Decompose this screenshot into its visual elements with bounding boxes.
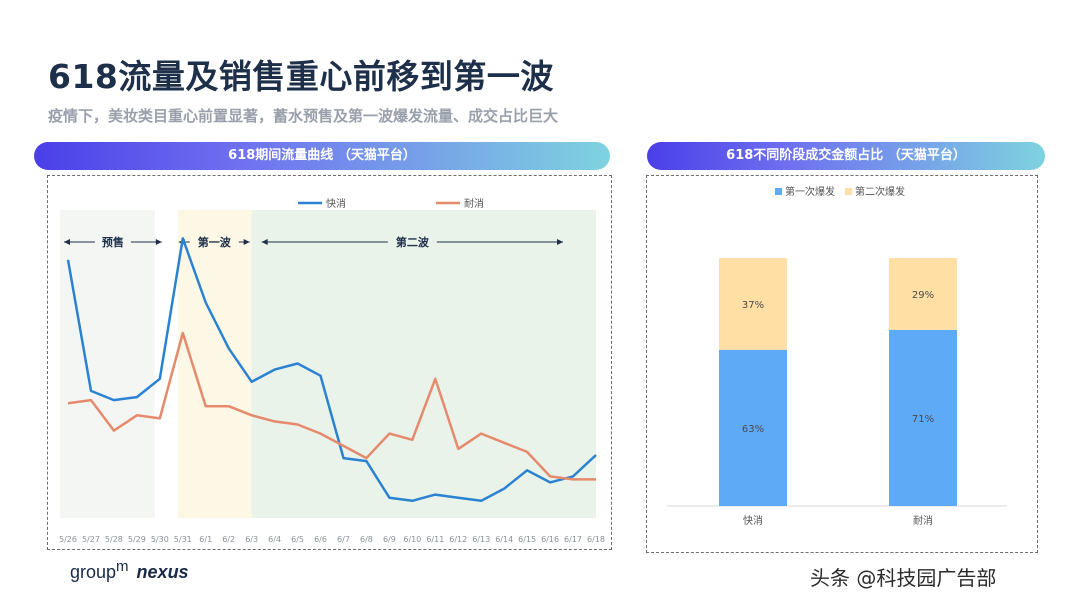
- series-line-1: [67, 331, 596, 481]
- x-tick-label: 6/14: [495, 535, 513, 544]
- bar-segment: [719, 258, 787, 350]
- x-tick-label: 6/6: [314, 535, 327, 544]
- phase-label-1: 第一波: [198, 235, 232, 249]
- watermark-text: 头条 @科技园广告部: [810, 566, 997, 590]
- x-tick-label: 5/26: [59, 535, 77, 544]
- x-tick-label: 5/29: [128, 535, 146, 544]
- bar-segment: [889, 329, 957, 506]
- x-category-label: 快消: [743, 514, 763, 527]
- phase-arrowhead-right-1: [243, 239, 250, 245]
- traffic-chart-banner: 618期间流量曲线 （天猫平台）: [34, 142, 610, 170]
- x-tick-label: 6/15: [518, 535, 536, 544]
- phase-background-2: [251, 210, 597, 518]
- x-tick-label: 6/13: [472, 535, 490, 544]
- bar-data-label: 29%: [912, 290, 934, 301]
- logo-text-m: m: [116, 558, 129, 575]
- x-tick-label: 6/3: [245, 535, 258, 544]
- bar-segment: [719, 349, 787, 506]
- x-tick-label: 6/11: [426, 535, 444, 544]
- x-tick-label: 5/31: [174, 535, 192, 544]
- x-tick-label: 6/2: [222, 535, 235, 544]
- legend-label-1: 第二次爆发: [855, 185, 905, 198]
- phase-background-0: [60, 210, 155, 518]
- x-tick-label: 6/17: [564, 535, 582, 544]
- series-line-0: [66, 237, 597, 503]
- phase-arrowhead-left-0: [64, 239, 70, 245]
- x-tick-label: 6/9: [383, 535, 396, 544]
- groupm-nexus-logo: groupm nexus: [70, 558, 189, 583]
- x-tick-label: 6/4: [268, 535, 281, 544]
- legend-swatch-0: [775, 188, 782, 195]
- x-tick-label: 6/7: [337, 535, 350, 544]
- traffic-chart-panel: 预售 第一波 第二波 快消 耐消 5/26 5/27 5/28 5/29 5/30 5/31 6/1 6…: [47, 175, 612, 550]
- x-tick-label: 5/28: [105, 535, 123, 544]
- page-title: 618流量及销售重心前移到第一波: [48, 57, 554, 96]
- x-tick-label: 6/18: [587, 535, 605, 544]
- sales-share-chart-panel: 第一次爆发 第二次爆发 63% 37% 快消 71% 29% 耐消: [646, 175, 1038, 553]
- x-category-label: 耐消: [913, 514, 933, 527]
- page-subtitle: 疫情下，美妆类目重心前置显著，蓄水预售及第一波爆发流量、成交占比巨大: [48, 107, 559, 125]
- bar-data-label: 37%: [742, 300, 764, 311]
- sales-share-bar-chart: 第一次爆发 第二次爆发 63% 37% 快消 71% 29% 耐消: [667, 185, 1007, 527]
- bar-data-label: 71%: [912, 414, 934, 425]
- phase-arrowhead-left-2: [261, 239, 268, 245]
- logo-text-nexus: nexus: [136, 562, 189, 582]
- x-tick-label: 5/27: [82, 535, 100, 544]
- legend-label-1: 耐消: [464, 197, 484, 210]
- x-tick-label: 6/12: [449, 535, 467, 544]
- legend-swatch-1: [845, 188, 852, 195]
- x-tick-label: 6/10: [403, 535, 421, 544]
- x-tick-label: 6/8: [360, 535, 373, 544]
- x-tick-label: 6/1: [199, 535, 212, 544]
- bar-segment: [889, 258, 957, 330]
- x-tick-label: 6/16: [541, 535, 559, 544]
- phase-label-0: 预售: [102, 235, 124, 249]
- legend-label-0: 快消: [326, 197, 346, 210]
- bar-data-label: 63%: [742, 424, 764, 435]
- x-tick-label: 6/5: [291, 535, 304, 544]
- sales-share-chart-banner: 618不同阶段成交金额占比 （天猫平台）: [647, 142, 1045, 170]
- phase-arrowhead-right-0: [155, 239, 162, 245]
- legend-label-0: 第一次爆发: [785, 185, 835, 198]
- logo-text-group: group: [70, 562, 117, 582]
- x-tick-label: 5/30: [151, 535, 169, 544]
- phase-label-2: 第二波: [396, 235, 430, 249]
- phase-arrowhead-right-2: [557, 239, 564, 245]
